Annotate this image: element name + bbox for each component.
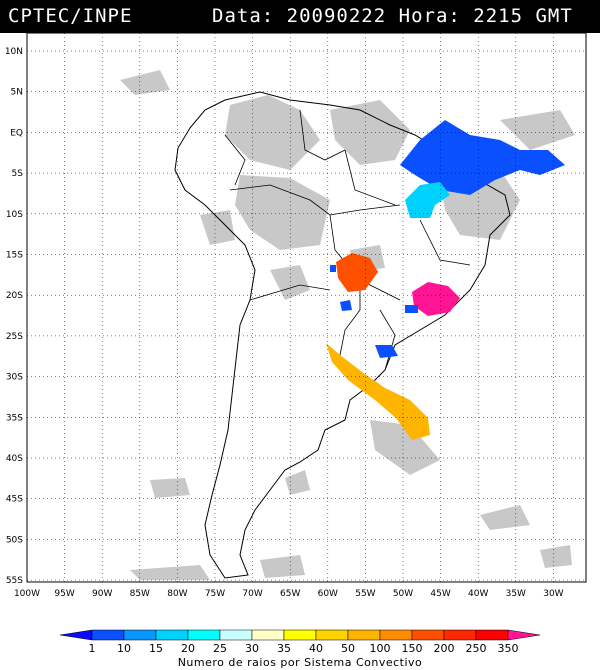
lightning-map: 10N5NEQ5S10S15S20S25S30S35S40S45S50S55S … [5, 33, 587, 599]
legend-value: 150 [402, 642, 423, 655]
lon-label: 75W [205, 589, 225, 599]
legend-value: 200 [434, 642, 455, 655]
lat-label: 5N [11, 88, 23, 98]
lat-label: 30S [6, 373, 23, 383]
lat-label: 25S [6, 332, 23, 342]
convective-system [336, 253, 378, 292]
source-label: CPTEC/INPE [8, 5, 133, 27]
lat-label: 5S [12, 169, 24, 179]
convective-system [400, 120, 565, 195]
legend-value: 350 [498, 642, 519, 655]
legend-swatch [283, 629, 317, 641]
lat-label: 15S [6, 251, 23, 261]
lon-label: 95W [54, 589, 74, 599]
lat-label: 20S [6, 291, 23, 301]
lon-label: 35W [506, 589, 526, 599]
convective-system [405, 305, 418, 313]
lon-label: 30W [543, 589, 563, 599]
lon-label: 70W [242, 589, 262, 599]
lon-label: 65W [280, 589, 300, 599]
convective-systems [326, 120, 565, 440]
legend-value: 100 [370, 642, 391, 655]
continent-outline [174, 91, 511, 579]
legend-swatch [219, 629, 253, 641]
legend-value: 10 [117, 642, 131, 655]
lat-label: 55S [6, 576, 23, 586]
legend-value: 1 [89, 642, 96, 655]
legend-swatch [379, 629, 413, 641]
lon-label: 90W [92, 589, 112, 599]
lon-label: 40W [468, 589, 488, 599]
legend-swatch [123, 629, 157, 641]
legend-value: 15 [149, 642, 163, 655]
lat-label: 35S [6, 413, 23, 423]
convective-system [326, 343, 430, 440]
lon-label: 80W [167, 589, 187, 599]
lat-label: EQ [10, 128, 23, 138]
lon-label: 60W [318, 589, 338, 599]
convective-system [375, 345, 398, 358]
legend-title: Numero de raios por Sistema Convectivo [177, 656, 423, 669]
legend-value: 35 [277, 642, 291, 655]
convective-system [330, 265, 336, 272]
country-borders [224, 109, 471, 371]
legend-swatch [251, 629, 285, 641]
lon-label: 85W [130, 589, 150, 599]
lon-label: 100W [14, 589, 40, 599]
legend-value: 40 [309, 642, 323, 655]
legend-swatch [91, 629, 125, 641]
convective-system [405, 182, 450, 218]
legend-swatch [443, 629, 477, 641]
legend-swatch [475, 629, 509, 641]
legend-swatch [187, 629, 221, 641]
legend-value: 20 [181, 642, 195, 655]
legend-value: 25 [213, 642, 227, 655]
legend-value: 50 [341, 642, 355, 655]
legend-value: 30 [245, 642, 259, 655]
lat-label: 45S [6, 495, 23, 505]
convective-system [340, 300, 352, 311]
legend-swatch [411, 629, 445, 641]
lon-label: 55W [355, 589, 375, 599]
legend-swatch [315, 629, 349, 641]
legend-swatch [59, 629, 93, 641]
lat-labels: 10N 5N EQ 5S 10S 15S 20S 25S 30S 35S 40S 45S 50S 55S [5, 47, 23, 586]
legend-swatch [155, 629, 189, 641]
lon-labels: 100W 95W 90W 85W 80W 75W 70W 65W 60W 55W 50W 45W 40W… [14, 589, 564, 599]
legend-value: 250 [466, 642, 487, 655]
lat-label: 10N [5, 47, 23, 57]
legend-swatch [507, 629, 541, 641]
map-header: CPTEC/INPE Data: 20090222 Hora: 2215 GMT [0, 0, 600, 33]
lat-label: 40S [6, 454, 23, 464]
map-frame [26, 33, 587, 583]
legend-swatch [347, 629, 381, 641]
lat-label: 50S [6, 535, 23, 545]
convective-system [412, 282, 460, 316]
lon-label: 50W [393, 589, 413, 599]
lon-label: 45W [430, 589, 450, 599]
date-time-label: Data: 20090222 Hora: 2215 GMT [212, 5, 573, 27]
legend: 1 10 15 20 25 30 35 40 50 100 150 200 250 350 [59, 629, 541, 655]
lat-label: 10S [6, 210, 23, 220]
